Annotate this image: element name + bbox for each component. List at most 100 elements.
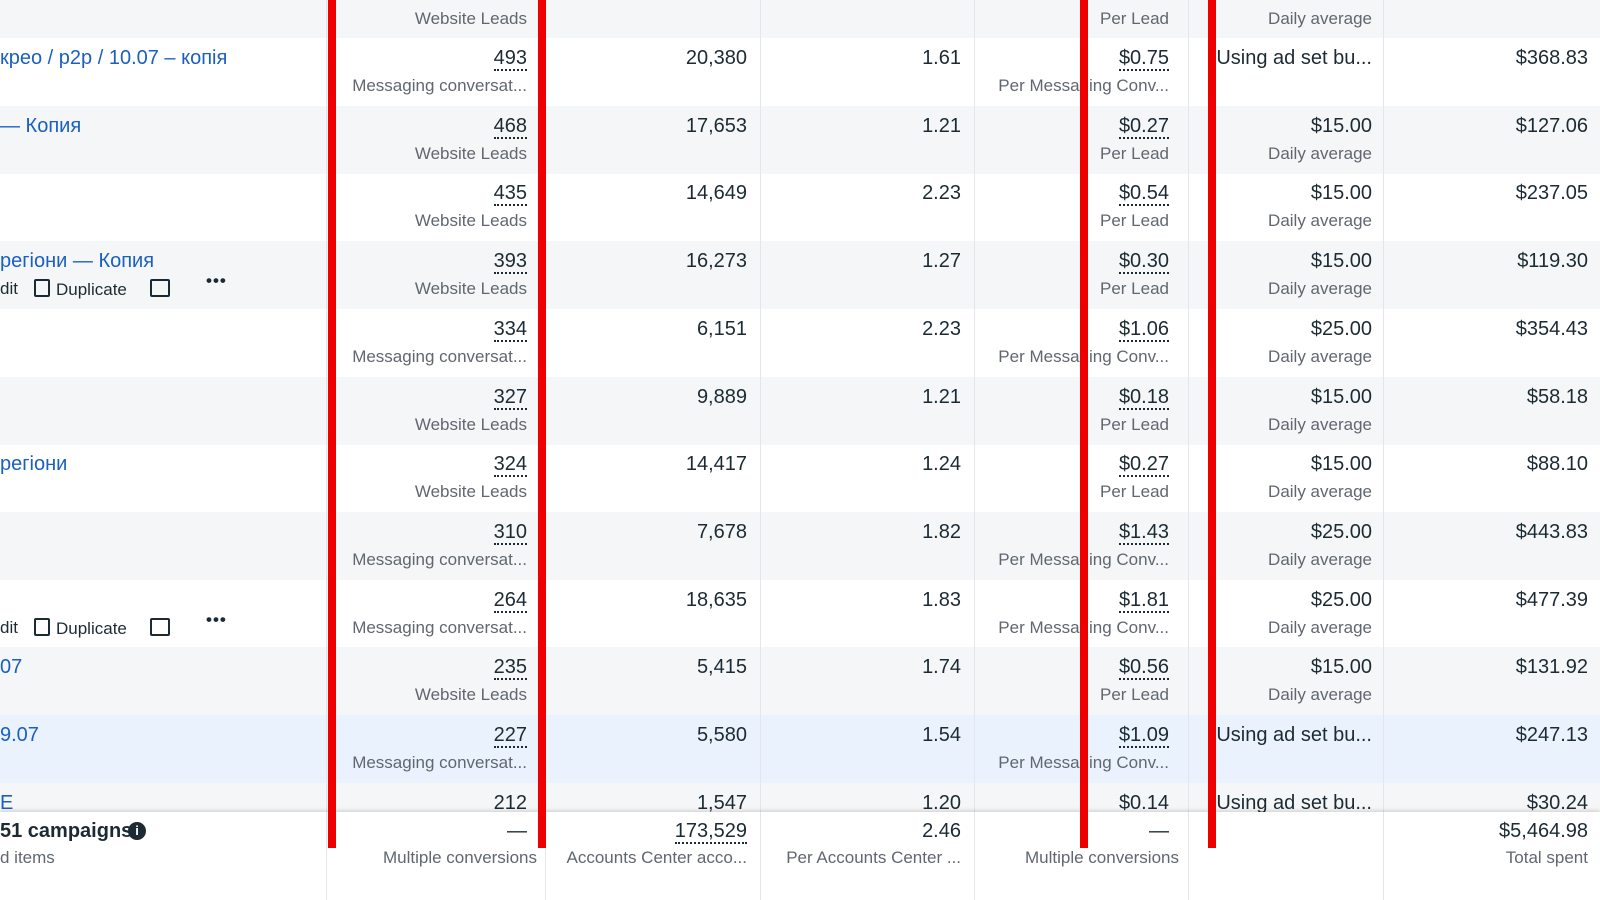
amount-spent: $58.18 [1526,385,1588,408]
column-divider [326,444,327,513]
cost-value[interactable]: $0.75 [1118,47,1169,71]
results-value[interactable]: 334 [493,317,527,342]
cost-value[interactable]: $1.81 [1118,588,1169,613]
results-label: Messaging conversat... [352,76,527,95]
cost-value[interactable]: $0.56 [1118,656,1169,681]
info-icon: i [128,822,146,840]
results-value[interactable]: 310 [493,520,527,545]
reach-value: 6,151 [696,317,747,340]
column-divider [326,308,327,377]
amount-spent: $443.83 [1515,520,1588,543]
edit-action[interactable]: dit [0,617,18,637]
reach-value: 14,649 [685,182,747,205]
campaign-name[interactable]: 07 [0,656,23,679]
cost-value[interactable]: $1.09 [1118,724,1169,748]
results-value[interactable]: 327 [493,385,527,410]
cost-value[interactable]: $0.18 [1118,385,1169,410]
cost-value[interactable]: $1.06 [1118,317,1169,342]
campaign-name[interactable]: регіони [0,453,68,476]
results-value[interactable]: 468 [493,114,527,139]
reach-value: 14,417 [685,453,747,476]
column-divider [760,511,761,580]
duplicate-action[interactable]: Duplicate [34,279,127,300]
column-divider [1188,38,1189,106]
budget-value: $15.00 [1310,250,1372,273]
frequency-value: 1.54 [922,724,961,746]
amount-spent: $477.39 [1515,588,1588,611]
column-divider [760,38,761,106]
duplicate-text[interactable]: Duplicate [56,618,127,638]
frequency-value: 1.82 [922,520,961,543]
edit-action[interactable]: dit [0,279,18,299]
results-label: Messaging conversat... [352,617,527,637]
campaign-name[interactable]: E [0,791,14,814]
results-label: Website Leads [414,143,527,163]
results-value[interactable]: 324 [493,453,527,478]
table-row: 334 Messaging conversat... 6,151 2.23 $1.06 P… [0,308,1600,377]
campaign-name[interactable]: регіони — Копия [0,250,155,273]
budget-label: Daily average [1268,414,1372,434]
results-value[interactable]: 235 [493,656,527,681]
frequency-value: 1.27 [922,250,961,273]
column-divider [760,105,761,174]
results-value[interactable]: 264 [493,588,527,613]
cost-value[interactable]: $0.27 [1118,114,1169,139]
cost-value[interactable]: $0.27 [1118,453,1169,478]
column-divider [1383,579,1384,648]
reach-total[interactable]: 173,529 [674,820,747,844]
annotation-line [538,0,546,848]
column-divider [1188,308,1189,377]
column-divider [1188,444,1189,513]
frequency-label: Per Accounts Center ... [786,848,961,867]
column-divider [326,511,327,580]
budget-value: $15.00 [1310,385,1372,408]
frequency-value: 1.20 [922,791,961,814]
column-divider [760,241,761,310]
chart-icon[interactable] [150,617,170,636]
campaign-name[interactable]: — Копия [0,114,82,137]
duplicate-action[interactable]: Duplicate [34,617,127,639]
cost-label: Per Lead [1100,143,1169,163]
cost-value[interactable]: $0.30 [1118,250,1169,275]
more-icon[interactable]: ••• [206,609,227,629]
campaign-name[interactable]: 9.07 [0,724,39,746]
duplicate-text[interactable]: Duplicate [56,280,127,300]
column-divider [760,444,761,513]
spent-label: Total spent [1505,848,1588,867]
column-divider [1383,241,1384,310]
results-label: Messaging conversat... [352,346,527,366]
budget-value: $25.00 [1310,520,1372,543]
cost-value[interactable]: $1.43 [1118,520,1169,545]
budget-value: $15.00 [1310,453,1372,476]
column-divider [974,308,975,377]
items-label: d items [0,848,55,867]
cost-value[interactable]: $0.54 [1118,182,1169,207]
column-divider [760,812,761,900]
results-value[interactable]: 435 [493,182,527,207]
results-value[interactable]: 393 [493,250,527,275]
column-divider [545,812,546,900]
reach-value: 7,678 [696,520,747,543]
column-divider [1188,715,1189,783]
results-value[interactable]: 227 [493,724,527,748]
spent-total: $5,464.98 [1499,820,1588,842]
chart-icon[interactable] [150,279,170,298]
cost-label: Multiple conversions [1024,848,1179,867]
cost-total: — [1149,820,1169,842]
column-divider [974,647,975,716]
budget-label: Daily average [1268,617,1372,637]
campaign-name[interactable]: креo / p2p / 10.07 – копія [0,47,228,69]
budget-label: Daily average [1268,211,1372,231]
frequency-value: 1.21 [922,385,961,408]
budget-label: Daily average [1268,143,1372,163]
column-divider [1188,173,1189,242]
table-row: креo / p2p / 10.07 – копія 493 Messaging c… [0,38,1600,106]
amount-spent: $368.83 [1515,47,1588,69]
reach-value: 5,415 [696,656,747,679]
column-divider [326,105,327,174]
more-icon[interactable]: ••• [206,271,227,291]
budget-value: $15.00 [1310,656,1372,679]
column-divider [326,241,327,310]
results-value[interactable]: 493 [493,47,527,71]
table-row: регіони 324 Website Leads 14,417 1.24 $0.27 Pe… [0,444,1600,513]
